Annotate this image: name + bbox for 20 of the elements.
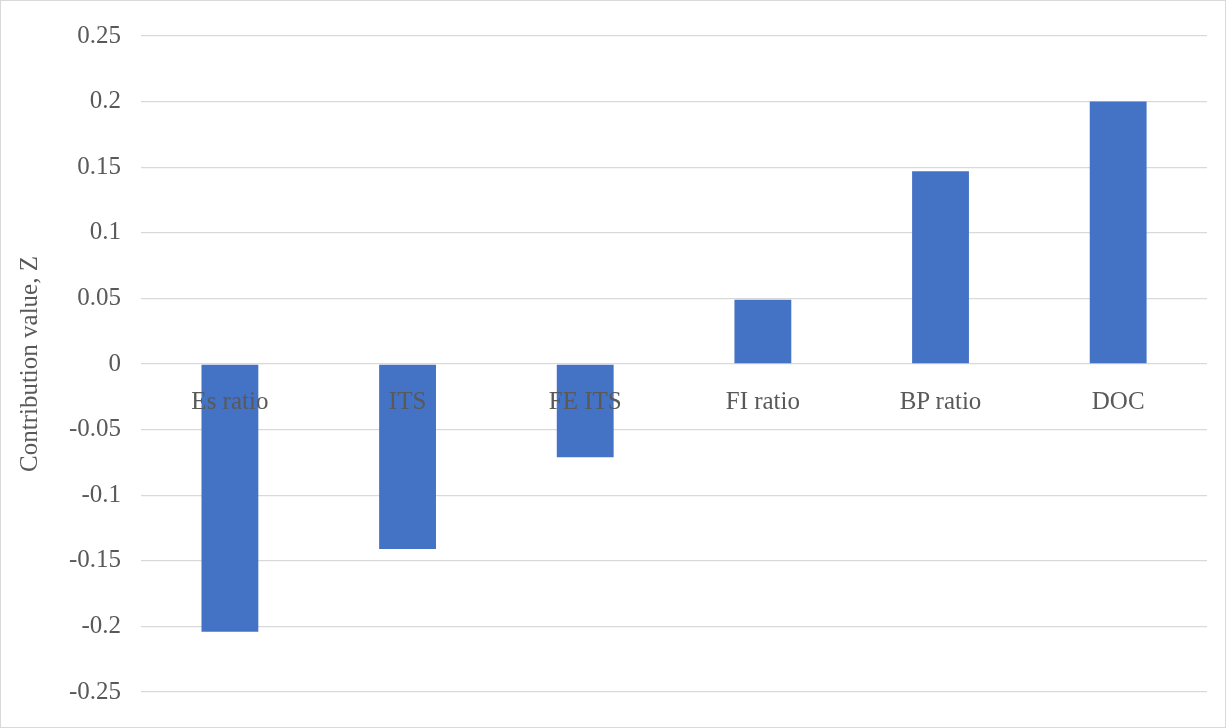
x-tick-label: ITS [388, 386, 427, 414]
y-tick-label: -0.2 [81, 610, 122, 638]
y-tick-label: -0.15 [69, 545, 122, 573]
y-tick-label: 0.2 [89, 86, 122, 114]
y-tick-label: 0.1 [89, 217, 122, 245]
bar [912, 171, 969, 364]
y-tick-label: -0.05 [69, 414, 122, 442]
y-tick-label: -0.1 [81, 479, 122, 507]
x-tick-label: BP ratio [899, 386, 982, 414]
y-tick-label: 0.05 [77, 282, 122, 310]
y-tick-label: 0.25 [77, 20, 122, 48]
x-tick-label: FI ratio [725, 386, 801, 414]
x-tick-label: DOC [1091, 386, 1145, 414]
y-tick-label: 0.15 [77, 151, 122, 179]
bar [1089, 101, 1147, 364]
y-tick-label: 0 [108, 348, 122, 376]
bar [379, 364, 436, 549]
bar [734, 299, 792, 364]
y-axis-title: Contribution value, Z [14, 256, 42, 472]
y-tick-label: -0.25 [69, 676, 122, 704]
